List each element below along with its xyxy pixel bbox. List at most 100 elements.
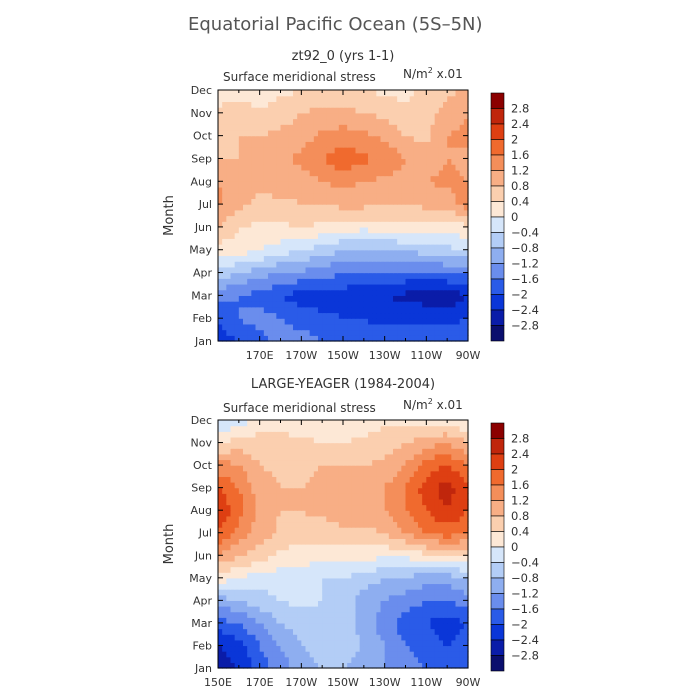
heatmap-cell [255,283,261,291]
heatmap-cell [359,323,365,331]
heatmap-cell [222,527,227,534]
heatmap-cell [280,192,286,199]
heatmap-cell [434,335,440,342]
heatmap-cell [447,101,452,108]
heatmap-cell [251,101,257,108]
heatmap-cell [326,606,332,613]
heatmap-cell [268,470,273,477]
heatmap-cell [438,504,444,511]
heatmap-cell [363,312,369,319]
heatmap-cell [243,504,248,511]
heatmap-cell [393,289,398,296]
colorbar-label: 2.4 [511,117,529,131]
heatmap-cell [238,283,244,291]
heatmap-cell [459,482,465,489]
heatmap-cell [384,482,390,489]
heatmap-cell [230,504,236,511]
heatmap-cell [338,181,344,188]
heatmap-cell [284,639,290,647]
heatmap-cell [259,600,265,607]
heatmap-cell [347,549,352,556]
heatmap-cell [330,186,336,194]
heatmap-cell [447,255,452,262]
heatmap-cell [351,645,357,652]
heatmap-cell [288,589,294,596]
heatmap-cell [330,147,336,154]
heatmap-cell [322,323,327,331]
heatmap-cell [309,90,315,97]
heatmap-cell [284,318,290,325]
heatmap-cell [343,129,348,137]
heatmap-cell [447,323,452,331]
heatmap-cell [434,639,440,647]
heatmap-cell [397,244,402,251]
heatmap-cell [447,135,452,142]
colorbar-swatch [490,278,505,295]
heatmap-cell [263,639,269,647]
heatmap-cell [247,249,252,257]
heatmap-cell [393,476,398,483]
heatmap-cell [276,645,282,652]
heatmap-cell [234,538,240,545]
heatmap-cell [326,301,332,308]
heatmap-cell [247,118,252,125]
heatmap-cell [288,221,294,228]
heatmap-cell [259,493,265,500]
heatmap-cell [280,249,286,257]
heatmap-cell [372,107,377,114]
heatmap-cell [463,261,469,268]
heatmap-cell [351,572,357,579]
heatmap-cell [218,232,223,239]
heatmap-cell [222,112,227,120]
heatmap-cell [284,164,290,171]
heatmap-cell [401,532,407,539]
heatmap-cell [218,295,223,302]
heatmap-cell [301,181,307,188]
heatmap-cell [376,549,382,556]
heatmap-cell [222,198,227,205]
heatmap-cell [263,124,269,131]
heatmap-cell [255,651,261,658]
heatmap-cell [401,135,407,142]
heatmap-cell [288,124,294,131]
heatmap-cell [301,622,307,630]
heatmap-cell [301,532,307,539]
heatmap-cell [418,639,423,647]
heatmap-cell [268,560,273,568]
heatmap-cell [397,560,402,568]
heatmap-cell [226,572,232,579]
heatmap-cell [388,192,394,199]
heatmap-cell [305,589,311,596]
heatmap-cell [434,124,440,131]
heatmap-cell [284,186,290,194]
heatmap-cell [280,295,286,302]
heatmap-cell [263,476,269,483]
heatmap-cell [218,662,223,669]
heatmap-cell [243,544,248,551]
heatmap-cell [326,124,332,131]
heatmap-cell [268,118,273,125]
heatmap-cell [422,158,427,165]
heatmap-cell [218,255,223,262]
heatmap-cell [255,645,261,652]
heatmap-cell [309,312,315,319]
heatmap-cell [451,532,457,539]
heatmap-cell [372,90,377,97]
heatmap-cell [388,112,394,120]
heatmap-cell [372,589,377,596]
heatmap-cell [322,560,327,568]
heatmap-cell [251,549,257,556]
heatmap-cell [376,266,382,274]
heatmap-cell [443,470,448,477]
heatmap-cell [397,487,402,494]
heatmap-cell [263,606,269,613]
heatmap-cell [438,186,444,194]
colorbar-label: 2 [511,133,518,147]
heatmap-cell [413,124,419,131]
heatmap-cell [243,249,248,257]
heatmap-cell [234,487,240,494]
heatmap-cell [313,169,319,177]
heatmap-cell [247,504,252,511]
heatmap-cell [438,192,444,199]
heatmap-cell [426,577,432,585]
